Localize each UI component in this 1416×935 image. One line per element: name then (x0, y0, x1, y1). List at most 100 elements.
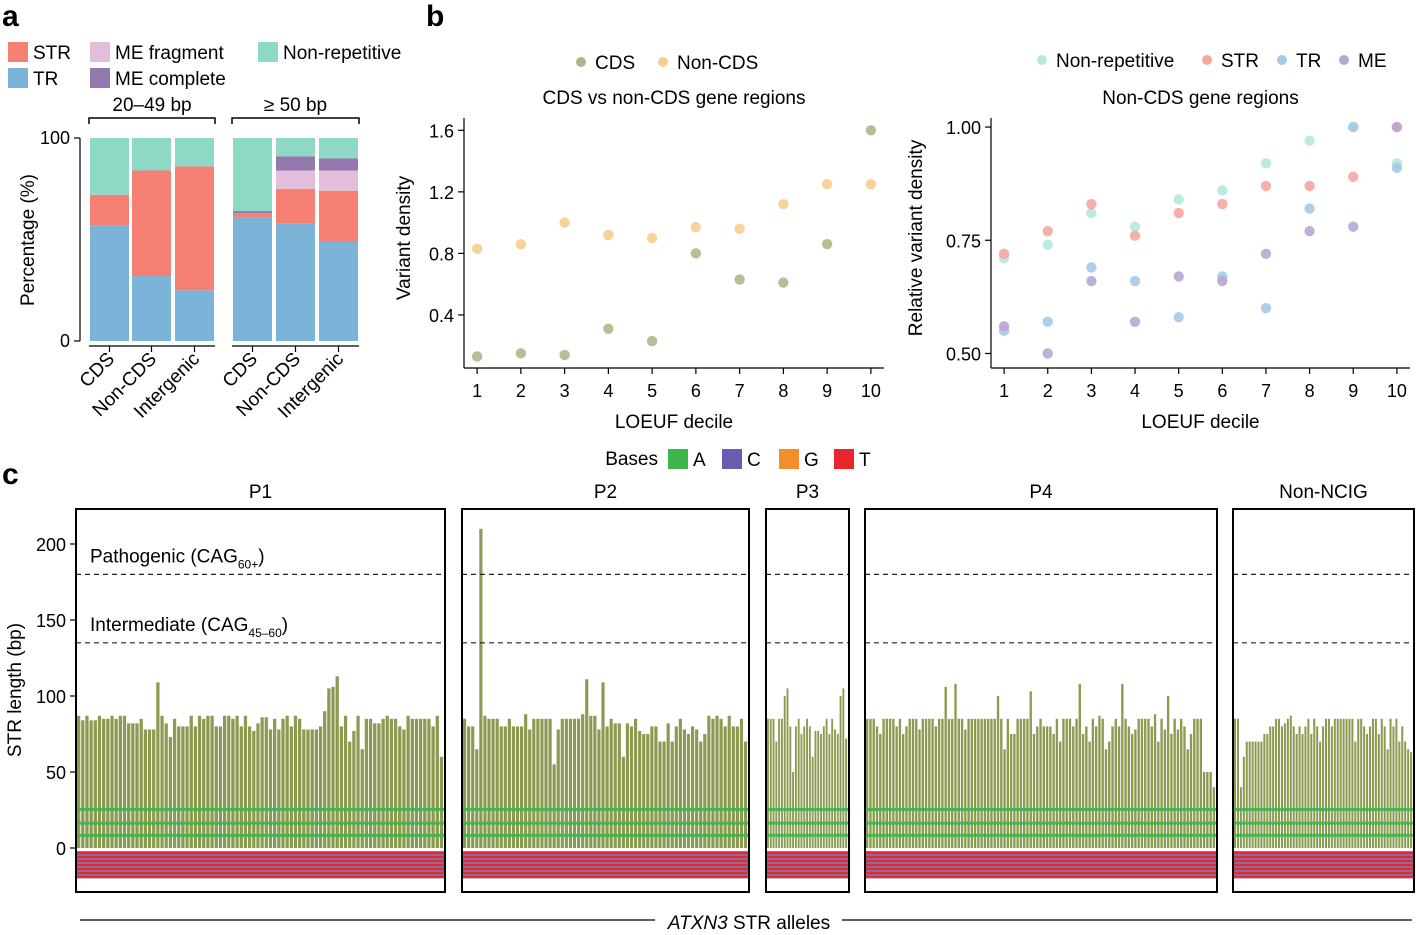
data-point-non-repetitive (1086, 207, 1097, 219)
allele-bar (172, 718, 177, 848)
allele-bar (711, 718, 715, 848)
allele-bar (247, 726, 252, 848)
allele-bar (160, 715, 164, 848)
allele-bar (402, 729, 406, 848)
allele-bar (937, 718, 941, 848)
panel-a-label: a (2, 0, 19, 33)
allele-bar (1234, 718, 1237, 848)
flanking-region (77, 851, 444, 879)
allele-bar (1275, 718, 1278, 848)
y-tick-label: 100 (40, 128, 70, 148)
allele-bar (1254, 741, 1257, 848)
x-axis-title: LOEUF decile (1141, 412, 1259, 433)
allele-bar (654, 726, 658, 848)
allele-bar (990, 718, 993, 848)
allele-bar (842, 688, 845, 848)
data-point-me (1086, 275, 1097, 287)
allele-bar (915, 718, 918, 848)
x-tick-label: 7 (1261, 381, 1271, 401)
allele-bar (127, 723, 131, 848)
allele-bar (1140, 718, 1144, 848)
data-point-non-cds (778, 198, 789, 210)
legend-swatch-me-complete (90, 68, 110, 88)
allele-bar (605, 726, 609, 848)
allele-bar (1304, 726, 1307, 848)
allele-bar (581, 714, 585, 848)
allele-bar (1286, 718, 1289, 848)
allele-bar (806, 718, 808, 848)
flanking-region (1234, 851, 1413, 879)
allele-bar (727, 715, 731, 848)
base-band-a (1234, 833, 1413, 837)
allele-bar (268, 729, 273, 848)
x-tick-label: 2 (516, 381, 526, 401)
legend-label: CDS (595, 53, 635, 74)
allele-bar (285, 715, 289, 848)
allele-bar (634, 718, 638, 848)
allele-bar (1313, 718, 1316, 848)
base-band-a (866, 821, 1216, 825)
bar-segment-str (90, 194, 129, 226)
allele-bar (836, 734, 839, 848)
allele-bar (360, 749, 364, 848)
panel-c-label: c (2, 458, 19, 491)
allele-bar (786, 688, 789, 848)
legend-label: G (804, 450, 819, 471)
allele-bar (928, 718, 931, 848)
allele-bar (1260, 741, 1263, 848)
allele-bar (467, 726, 471, 848)
allele-bar (1176, 729, 1180, 848)
allele-bar (1029, 691, 1032, 848)
allele-bar (1330, 726, 1333, 848)
allele-bar (118, 715, 122, 848)
x-tick-label: 4 (603, 381, 613, 401)
bar-segment-me-complete (233, 211, 272, 214)
allele-bar (775, 741, 778, 848)
allele-bar (780, 718, 783, 848)
panel-title: P3 (796, 482, 819, 503)
allele-bar (960, 718, 964, 848)
allele-bar (1377, 734, 1380, 848)
data-point-non-repetitive (1042, 239, 1053, 250)
allele-bar (483, 715, 487, 848)
allele-bar (577, 718, 581, 848)
allele-bar (1298, 726, 1301, 848)
allele-bar (364, 718, 369, 848)
legend-swatch-str (8, 42, 28, 62)
allele-bar (385, 715, 389, 848)
allele-bar (471, 726, 475, 848)
base-band-a (1234, 808, 1413, 811)
allele-bar (1157, 741, 1160, 848)
allele-bar (1251, 741, 1254, 848)
bar-segment-non-repetitive (175, 138, 214, 167)
data-point-str (998, 248, 1010, 260)
data-point-tr (1391, 162, 1403, 174)
allele-bar (1333, 718, 1336, 848)
allele-bar (1310, 734, 1313, 848)
allele-bar (908, 718, 911, 848)
allele-bar (1345, 718, 1348, 848)
allele-bar (1319, 741, 1322, 848)
allele-bar (218, 726, 223, 848)
allele-bar (260, 717, 264, 848)
x-tick-label: 1 (472, 381, 482, 401)
data-point-tr (1129, 275, 1141, 287)
allele-bar (723, 726, 727, 848)
group-bracket (231, 117, 360, 124)
allele-bar (264, 717, 268, 848)
allele-bar (81, 720, 85, 848)
panel-frame (765, 508, 850, 893)
allele-bar (243, 715, 248, 848)
allele-bar (515, 726, 520, 848)
allele-bar (323, 711, 327, 848)
allele-bar (239, 726, 243, 848)
legend-label: STR (33, 43, 71, 64)
allele-bar (613, 723, 617, 848)
allele-bar (93, 720, 97, 848)
allele-bar (678, 718, 682, 848)
allele-bar (869, 718, 872, 848)
allele-bar (164, 723, 168, 848)
allele-bar (393, 718, 398, 848)
allele-bar (1199, 718, 1203, 848)
allele-bar (1091, 718, 1095, 848)
